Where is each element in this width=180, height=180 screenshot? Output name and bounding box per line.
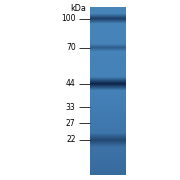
Text: 33: 33: [66, 103, 76, 112]
Text: 70: 70: [66, 43, 76, 52]
Text: 100: 100: [61, 14, 76, 23]
Text: 44: 44: [66, 79, 76, 88]
Text: 27: 27: [66, 119, 76, 128]
Text: kDa: kDa: [71, 4, 86, 13]
Text: 22: 22: [66, 135, 76, 144]
